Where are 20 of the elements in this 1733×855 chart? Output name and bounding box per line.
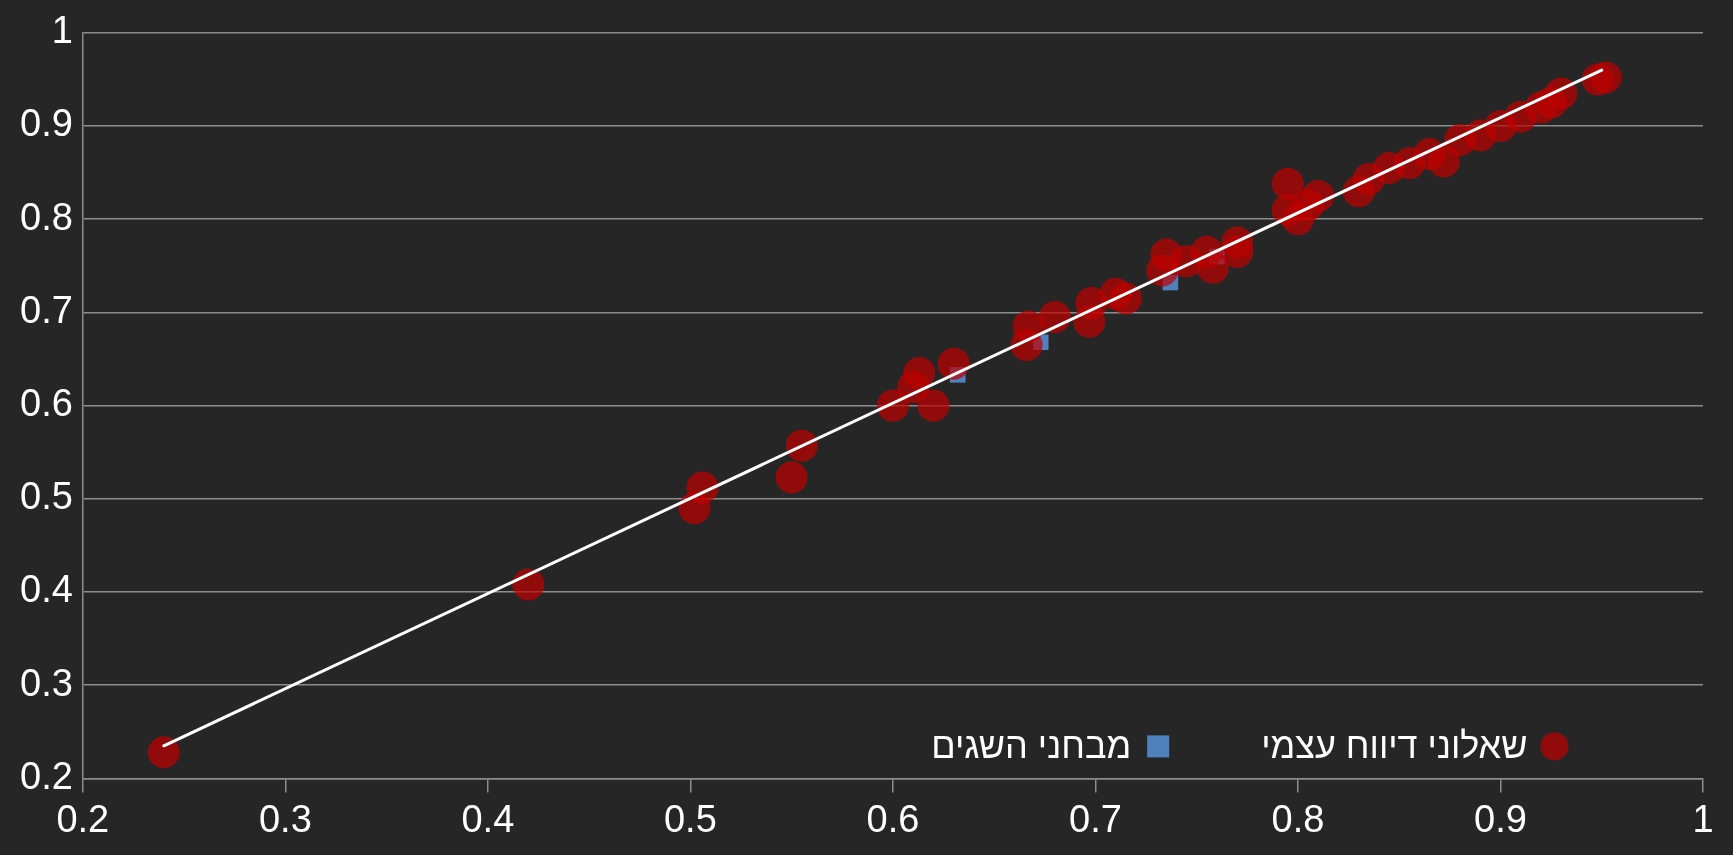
y-tick-label: 0.7: [20, 288, 73, 331]
x-tick-label: 0.8: [1271, 797, 1325, 840]
y-tick-label: 0.6: [20, 382, 73, 425]
x-tick-label: 0.7: [1069, 797, 1122, 840]
legend-label: שאלוני דיווח עצמי: [1261, 725, 1528, 767]
y-tick-label: 0.9: [20, 102, 73, 145]
y-tick-label: 0.2: [20, 754, 73, 797]
x-tick-label: 0.6: [866, 797, 920, 840]
x-tick-label: 0.4: [461, 797, 515, 840]
y-tick-label: 0.8: [20, 195, 73, 238]
x-tick-label: 1: [1692, 797, 1714, 840]
x-tick-label: 0.9: [1474, 797, 1527, 840]
y-tick-label: 1: [51, 9, 73, 52]
legend-label: מבחני השגים: [931, 725, 1132, 767]
y-tick-label: 0.4: [20, 568, 73, 611]
x-tick-label: 0.2: [56, 797, 110, 840]
y-tick-label: 0.5: [20, 475, 73, 518]
y-tick-label: 0.3: [20, 661, 73, 704]
x-tick-label: 0.3: [258, 797, 312, 840]
x-tick-label: 0.5: [663, 797, 717, 840]
